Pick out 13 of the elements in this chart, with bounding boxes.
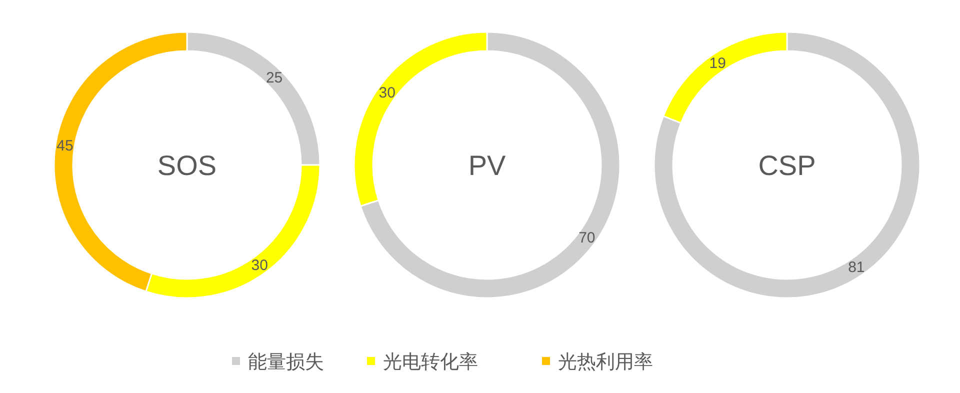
text: PV bbox=[468, 150, 506, 181]
data-label: 19 bbox=[709, 54, 726, 72]
data-label: 25 bbox=[266, 70, 283, 87]
data-label: 30 bbox=[378, 84, 396, 102]
legend-label: 光电转化率 bbox=[383, 351, 478, 373]
data-label: 81 bbox=[848, 259, 865, 276]
data-label: 45 bbox=[56, 138, 74, 155]
data-label: 30 bbox=[251, 256, 268, 274]
legend-label: 能量损失 bbox=[248, 352, 324, 373]
text: SOS bbox=[157, 150, 217, 181]
text: CSP bbox=[758, 150, 816, 181]
legend-label: 光热利用率 bbox=[558, 351, 653, 373]
data-label: 70 bbox=[578, 230, 596, 247]
